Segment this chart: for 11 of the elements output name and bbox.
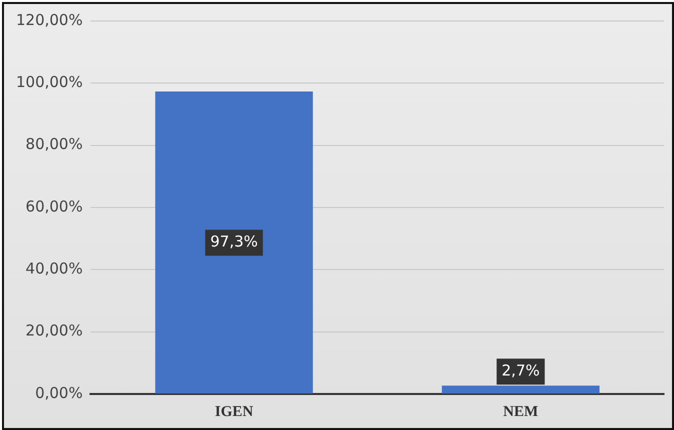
y-tick-label: 40,00% [26, 260, 83, 278]
x-tick-label: NEM [503, 404, 538, 420]
y-tick-label: 100,00% [16, 73, 83, 92]
y-tick-label: 120,00% [16, 10, 83, 29]
y-tick-label: 20,00% [26, 322, 83, 340]
data-label: 2,7% [502, 362, 540, 380]
y-tick-label: 0,00% [35, 384, 83, 402]
data-label: 97,3% [210, 232, 258, 251]
y-tick-label: 60,00% [26, 197, 83, 216]
x-tick-label: IGEN [214, 404, 254, 420]
y-tick-label: 80,00% [26, 135, 83, 154]
